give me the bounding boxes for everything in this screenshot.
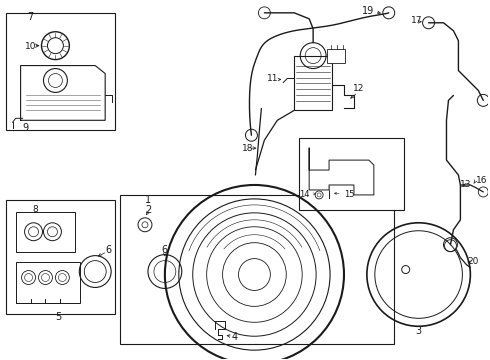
Bar (6, 13, 115, 130)
Polygon shape (309, 148, 374, 195)
Text: 20: 20 (467, 257, 479, 266)
Text: 10: 10 (25, 42, 36, 51)
Text: 3: 3 (416, 326, 422, 336)
Text: 14: 14 (299, 190, 309, 199)
Bar (16, 212, 75, 252)
Bar (120, 195, 394, 344)
Text: 19: 19 (362, 6, 374, 16)
Text: 5: 5 (55, 312, 62, 322)
Bar (6, 200, 115, 314)
Bar (327, 49, 345, 63)
Text: 1: 1 (145, 195, 151, 205)
Text: 18: 18 (242, 144, 253, 153)
Text: 16: 16 (476, 176, 488, 185)
Text: 13: 13 (460, 180, 471, 189)
Text: 7: 7 (27, 12, 34, 22)
Text: 6: 6 (105, 245, 111, 255)
Polygon shape (21, 66, 105, 120)
Bar (16, 262, 80, 303)
Text: 2: 2 (145, 205, 151, 215)
Text: 8: 8 (33, 205, 38, 214)
Text: 11: 11 (267, 74, 278, 83)
Text: 12: 12 (353, 84, 365, 93)
Text: 17: 17 (411, 16, 422, 25)
Text: 9: 9 (23, 123, 28, 133)
Bar (294, 55, 332, 111)
Text: 6: 6 (162, 245, 168, 255)
Text: 4: 4 (231, 332, 238, 342)
Bar (299, 138, 404, 210)
Text: 15: 15 (344, 190, 354, 199)
